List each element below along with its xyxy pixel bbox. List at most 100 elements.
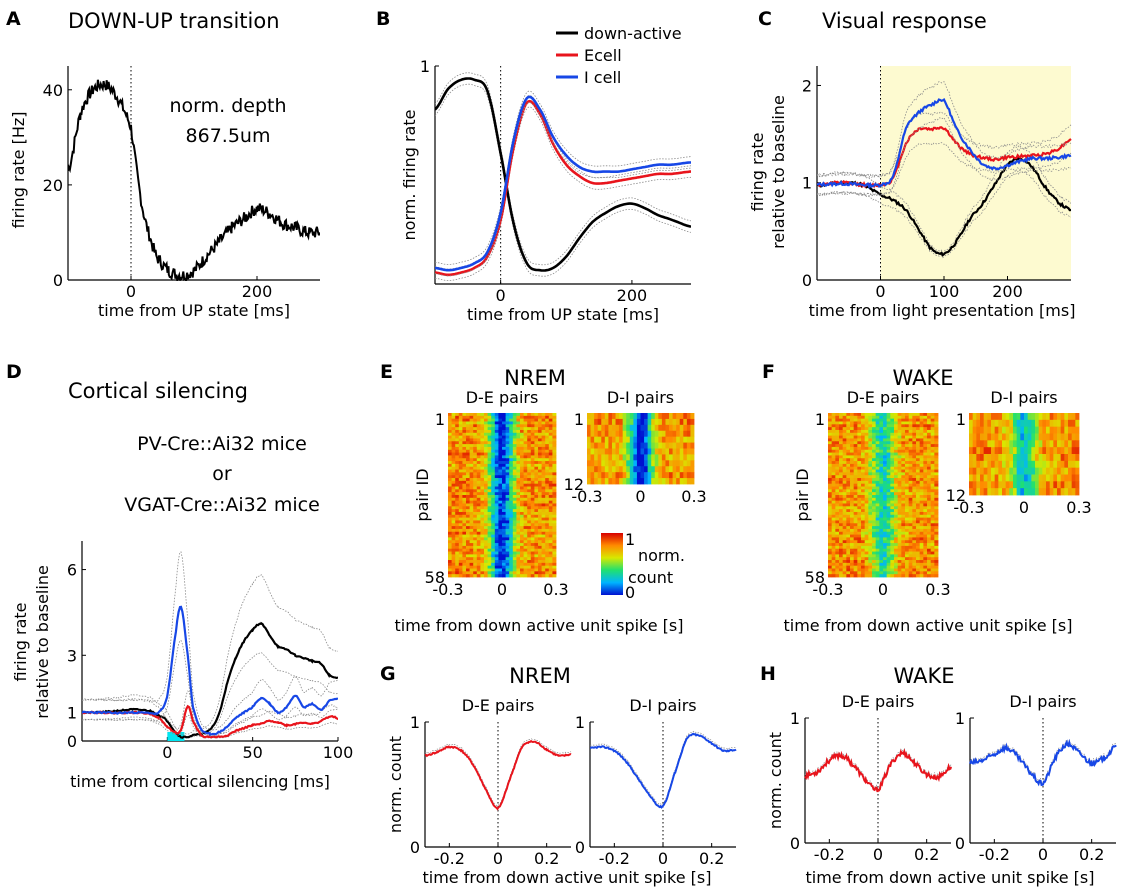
e-x-tick-label: 0.3 <box>681 487 706 506</box>
f-de-cell <box>831 449 836 453</box>
e-de-cell <box>448 534 452 538</box>
f-di-cell <box>1046 433 1051 441</box>
e-de-cell <box>458 568 463 572</box>
e-de-cell <box>494 517 499 521</box>
e-de-cell <box>502 551 506 555</box>
e-de-cell <box>548 514 553 519</box>
f-di-cell <box>980 440 985 448</box>
e-de-cell <box>545 545 550 550</box>
e-de-cell <box>552 560 557 564</box>
f-di-cell <box>1035 467 1040 475</box>
f-di-cell <box>1046 426 1051 434</box>
f-de-cell <box>857 495 862 499</box>
f-di-cell <box>1005 474 1010 482</box>
f-di-cell <box>976 481 981 489</box>
e-de-cell <box>530 514 535 519</box>
f-de-cell <box>872 528 877 533</box>
f-de-cell <box>894 469 899 473</box>
f-di-cell <box>1057 474 1062 482</box>
f-de-cell <box>916 557 921 561</box>
f-de-cell <box>842 452 847 456</box>
e-de-cell <box>480 500 485 504</box>
f-de-cell <box>853 421 858 425</box>
f-de-cell <box>835 444 840 448</box>
f-di-cell <box>1042 488 1047 496</box>
e-de-cell <box>530 413 535 417</box>
e-de-cell <box>512 475 517 479</box>
f-de-cell <box>842 432 847 437</box>
e-de-cell <box>455 548 460 552</box>
e-de-cell <box>494 557 499 561</box>
f-de-cell <box>879 503 884 507</box>
e-de-cell <box>502 565 506 569</box>
e-de-cell <box>552 466 557 470</box>
e-di-cell <box>672 424 677 432</box>
e-de-cell <box>512 551 517 555</box>
e-de-cell <box>512 528 517 533</box>
f-de-cell <box>919 531 924 535</box>
e-de-cell <box>494 424 499 428</box>
e-di-cell <box>597 478 602 485</box>
e-de-cell <box>516 534 521 538</box>
e-de-cell <box>545 435 550 439</box>
e-di-cell <box>683 466 688 473</box>
e-de-cell <box>469 413 474 417</box>
e-de-cell <box>545 531 550 535</box>
e-de-cell <box>541 432 546 437</box>
e-di-cell <box>619 466 624 473</box>
f-de-cell <box>912 523 917 527</box>
e-de-cell <box>458 554 463 558</box>
f-de-cell <box>934 557 939 561</box>
f-de-cell <box>930 466 935 470</box>
e-de-cell <box>523 463 528 468</box>
f-de-cell <box>879 472 884 476</box>
e-de-cell <box>527 545 532 550</box>
f-de-cell <box>875 540 880 544</box>
f-de-cell <box>912 565 917 569</box>
e-de-cell <box>494 531 499 535</box>
e-de-cell <box>545 424 550 428</box>
e-de-cell <box>484 466 488 470</box>
f-de-cell <box>927 415 932 420</box>
f-de-cell <box>901 475 906 479</box>
chart-d: PV-Cre::Ai32 mice or VGAT-Cre::Ai32 mice… <box>11 433 353 791</box>
f-de-cell <box>930 475 935 479</box>
f-de-cell <box>916 503 921 507</box>
f-de-cell <box>919 444 924 448</box>
f-de-cell <box>916 500 921 504</box>
e-de-cell <box>523 432 528 437</box>
f-de-cell <box>890 429 895 434</box>
f-de-cell <box>916 551 921 555</box>
f-de-cell <box>908 514 913 519</box>
f-de-cell <box>850 517 855 521</box>
f-de-cell <box>842 511 847 516</box>
e-de-cell <box>466 489 470 493</box>
e-de-cell <box>476 475 481 479</box>
f-de-cell <box>901 432 906 437</box>
f-de-cell <box>861 469 866 473</box>
e-de-cell <box>527 526 532 530</box>
f-de-cell <box>886 486 891 490</box>
e-de-cell <box>520 413 524 417</box>
e-de-cell <box>476 543 481 547</box>
e-di-cell <box>686 466 691 473</box>
f-di-cell <box>1060 474 1065 482</box>
f-de-cell <box>901 554 906 558</box>
f-de-cell <box>916 475 921 479</box>
f-de-cell <box>850 571 855 575</box>
e-de-cell <box>469 531 474 535</box>
f-de-cell <box>835 461 840 465</box>
e-de-cell <box>484 492 488 496</box>
f-de-cell <box>839 469 844 473</box>
e-de-cell <box>538 548 542 552</box>
e-de-cell <box>491 551 496 555</box>
d-silencing-bar <box>167 732 185 741</box>
f-de-cell <box>828 492 833 496</box>
e-de-cell <box>480 489 485 493</box>
f-de-cell <box>868 551 873 555</box>
f-de-cell <box>875 429 880 434</box>
e-de-cell <box>494 413 499 417</box>
f-de-cell <box>916 486 921 490</box>
e-de-cell <box>455 444 460 448</box>
f-de-cell <box>857 421 862 425</box>
